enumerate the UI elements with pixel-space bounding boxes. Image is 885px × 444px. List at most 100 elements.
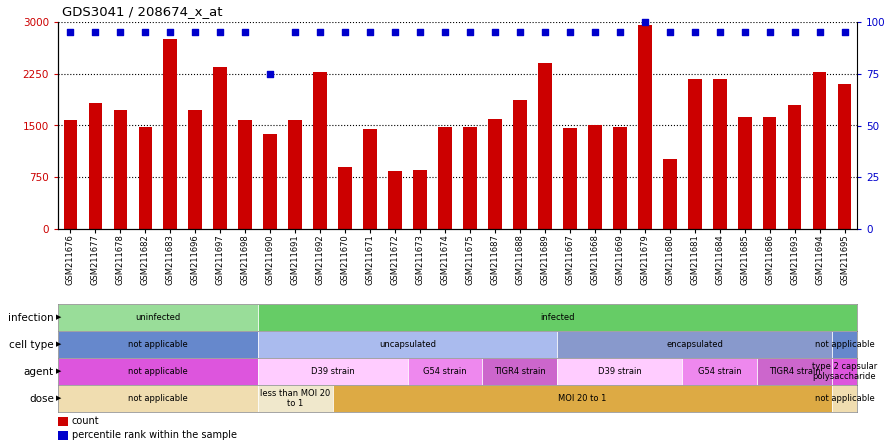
Bar (832, 331, 857, 358)
Bar (738, 116, 751, 229)
Point (538, 29, 552, 36)
Bar (558, 358, 682, 385)
Bar (264, 135, 277, 229)
Bar (58, 304, 258, 331)
Point (138, 29, 152, 36)
Point (588, 29, 602, 36)
Point (788, 29, 802, 36)
Text: dose: dose (29, 393, 54, 404)
Text: type 2 capsular
polysaccharide: type 2 capsular polysaccharide (812, 362, 877, 381)
Point (263, 70, 277, 77)
Text: not applicable: not applicable (128, 340, 188, 349)
Text: TIGR4 strain: TIGR4 strain (769, 367, 820, 376)
Point (837, 29, 851, 36)
Point (113, 29, 127, 36)
Text: ▶: ▶ (56, 369, 61, 374)
Bar (558, 331, 832, 358)
Bar (688, 79, 702, 229)
Bar (613, 127, 627, 229)
Bar (58, 331, 258, 358)
Text: count: count (72, 416, 100, 426)
Bar (58, 416, 68, 426)
Text: agent: agent (24, 366, 54, 377)
Bar (258, 385, 333, 412)
Bar (213, 67, 227, 229)
Bar (113, 110, 127, 229)
Text: uncapsulated: uncapsulated (379, 340, 436, 349)
Point (163, 29, 177, 36)
Text: encapsulated: encapsulated (666, 340, 723, 349)
Bar (832, 358, 857, 385)
Bar (333, 385, 832, 412)
Point (488, 29, 502, 36)
Point (438, 29, 452, 36)
Point (388, 29, 402, 36)
Bar (538, 63, 551, 229)
Point (612, 29, 627, 36)
Bar (663, 159, 677, 229)
Bar (58, 385, 258, 412)
Text: ▶: ▶ (56, 341, 61, 348)
Text: not applicable: not applicable (814, 394, 874, 403)
Point (413, 29, 427, 36)
Text: ▶: ▶ (56, 314, 61, 321)
Text: G54 strain: G54 strain (423, 367, 466, 376)
Text: MOI 20 to 1: MOI 20 to 1 (558, 394, 606, 403)
Point (313, 29, 327, 36)
Point (763, 29, 777, 36)
Point (238, 29, 252, 36)
Bar (363, 129, 377, 229)
Bar (788, 106, 802, 229)
Bar (258, 331, 558, 358)
Point (289, 29, 303, 36)
Point (812, 29, 827, 36)
Bar (758, 358, 832, 385)
Text: not applicable: not applicable (814, 340, 874, 349)
Point (213, 29, 227, 36)
Point (563, 29, 577, 36)
Text: cell type: cell type (10, 340, 54, 349)
Bar (513, 100, 527, 229)
Point (88, 29, 103, 36)
Bar (289, 120, 302, 229)
Bar (489, 119, 502, 229)
Text: G54 strain: G54 strain (698, 367, 742, 376)
Bar (563, 127, 577, 229)
Point (737, 29, 751, 36)
Text: less than MOI 20
to 1: less than MOI 20 to 1 (260, 389, 330, 408)
Bar (139, 127, 152, 229)
Bar (238, 120, 252, 229)
Point (663, 29, 677, 36)
Bar (413, 170, 427, 229)
Bar (58, 358, 258, 385)
Bar (832, 385, 857, 412)
Point (638, 19, 652, 26)
Point (189, 29, 203, 36)
Text: D39 strain: D39 strain (598, 367, 642, 376)
Text: infected: infected (540, 313, 574, 322)
Bar (408, 358, 482, 385)
Bar (88, 103, 103, 229)
Bar (438, 127, 452, 229)
Bar (812, 72, 827, 229)
Text: not applicable: not applicable (128, 394, 188, 403)
Text: GDS3041 / 208674_x_at: GDS3041 / 208674_x_at (63, 5, 223, 18)
Text: D39 strain: D39 strain (311, 367, 355, 376)
Bar (837, 84, 851, 229)
Point (463, 29, 477, 36)
Bar (588, 126, 602, 229)
Point (512, 29, 527, 36)
Text: ▶: ▶ (56, 396, 61, 401)
Text: infection: infection (8, 313, 54, 322)
Bar (712, 79, 727, 229)
Point (688, 29, 702, 36)
Bar (463, 127, 477, 229)
Text: TIGR4 strain: TIGR4 strain (494, 367, 546, 376)
Bar (763, 117, 776, 229)
Bar (64, 120, 77, 229)
Bar (164, 39, 177, 229)
Bar (189, 110, 202, 229)
Point (363, 29, 377, 36)
Bar (258, 304, 857, 331)
Text: not applicable: not applicable (128, 367, 188, 376)
